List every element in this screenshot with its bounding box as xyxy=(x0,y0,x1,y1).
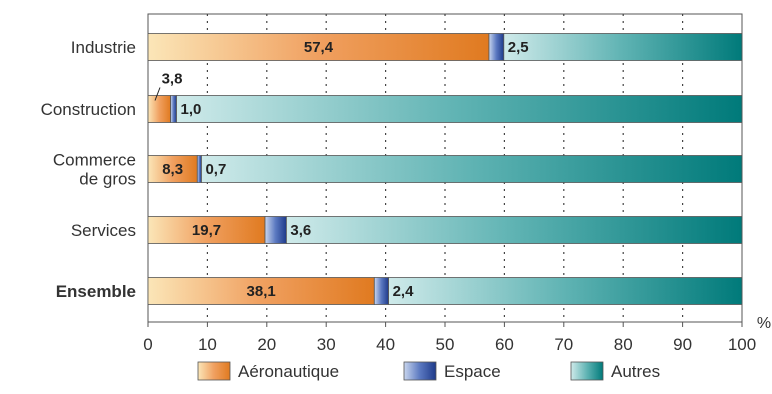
bar-segment-aronautique xyxy=(147,216,266,244)
category-label: de gros xyxy=(79,170,136,189)
data-label: 2,5 xyxy=(508,39,529,56)
data-label: 19,7 xyxy=(192,222,221,239)
data-label: 0,7 xyxy=(205,161,226,178)
x-tick-label: 70 xyxy=(554,335,573,354)
bar-segment-espace xyxy=(170,95,177,123)
leader-line xyxy=(154,87,161,101)
category-label: Services xyxy=(71,221,136,240)
x-tick-label: 80 xyxy=(614,335,633,354)
data-label: 1,0 xyxy=(181,101,202,118)
category-label: Ensemble xyxy=(56,282,136,301)
legend-swatch xyxy=(403,361,437,381)
x-tick-label: 40 xyxy=(376,335,395,354)
x-tick-label: 10 xyxy=(198,335,217,354)
category-label: Industrie xyxy=(71,38,136,57)
plot-area: 0 10 20 30 40 50 60 70 80 90 100% Industrie 57,4 2,5 C… xyxy=(41,13,771,354)
legend-label: Espace xyxy=(444,362,501,381)
bar-segment-espace xyxy=(488,33,505,61)
x-axis-unit: % xyxy=(757,315,771,332)
x-tick-label: 90 xyxy=(673,335,692,354)
x-tick-label: 100 xyxy=(728,335,756,354)
bar-segment-aronautique xyxy=(147,277,375,305)
legend-swatch xyxy=(197,361,231,381)
bar-segment-aronautique xyxy=(147,155,198,183)
bar-segment-autres xyxy=(388,277,743,305)
x-tick-label: 0 xyxy=(143,335,152,354)
x-tick-label: 30 xyxy=(317,335,336,354)
bar-segment-espace xyxy=(373,277,389,305)
bar-segment-aronautique xyxy=(147,33,490,61)
bar-segment-autres xyxy=(176,95,743,123)
bar-segment-aronautique xyxy=(147,95,171,123)
bar-segment-autres xyxy=(503,33,743,61)
legend-label: Autres xyxy=(611,362,660,381)
category-label: Construction xyxy=(41,100,136,119)
x-tick-label: 50 xyxy=(436,335,455,354)
data-label: 38,1 xyxy=(247,283,276,300)
data-label: 8,3 xyxy=(162,161,183,178)
legend: Aéronautique Espace Autres xyxy=(197,361,660,381)
bar-segment-autres xyxy=(286,216,743,244)
data-label: 57,4 xyxy=(304,39,334,56)
legend-label: Aéronautique xyxy=(238,362,339,381)
data-label: 2,4 xyxy=(393,283,415,300)
data-label: 3,6 xyxy=(290,222,311,239)
legend-swatch xyxy=(570,361,604,381)
bar-segment-espace xyxy=(264,216,287,244)
x-tick-label: 20 xyxy=(257,335,276,354)
category-label: Commerce xyxy=(53,151,136,170)
bar-segment-espace xyxy=(196,155,202,183)
x-tick-label: 60 xyxy=(495,335,514,354)
data-label: 3,8 xyxy=(162,71,183,88)
bar-segment-autres xyxy=(201,155,743,183)
